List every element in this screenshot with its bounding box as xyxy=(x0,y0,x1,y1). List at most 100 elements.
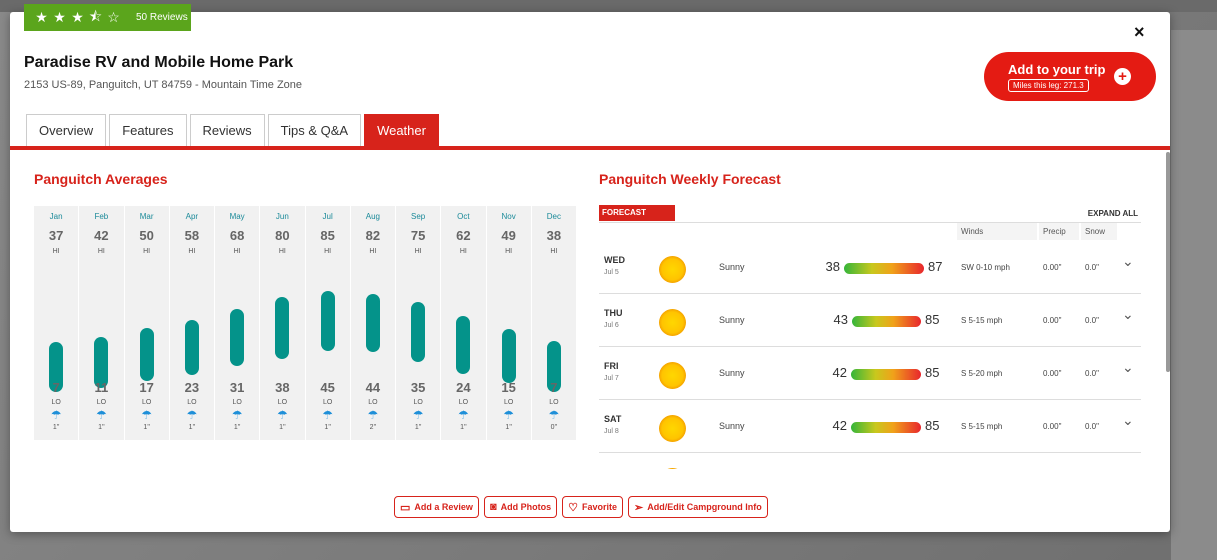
month-high: 80 xyxy=(275,228,290,243)
month-name: Jan xyxy=(49,212,63,221)
forecast-low: 43 xyxy=(833,312,848,327)
forecast-row[interactable]: THU Jul 6 Sunny 43 85 S 5-15 mph 0.00" 0.0" ⌄ xyxy=(599,294,1141,347)
forecast-row[interactable]: SAT Jul 8 Sunny 42 85 S 5-15 mph 0.00" 0.0" ⌄ xyxy=(599,400,1141,453)
col-precip: Precip xyxy=(1039,223,1079,240)
tab-tips-qa[interactable]: Tips & Q&A xyxy=(267,114,362,146)
close-button[interactable]: × xyxy=(1134,22,1145,42)
month-name: Oct xyxy=(457,212,470,221)
forecast-precip: 0.00" xyxy=(1043,422,1062,431)
tab-features[interactable]: Features xyxy=(109,114,187,146)
umbrella-icon: ☂ xyxy=(367,408,379,422)
month-column: Mar 50 HI 17 LO ☂ 1" xyxy=(124,206,170,440)
forecast-day: THU xyxy=(604,308,623,318)
lo-label: LO xyxy=(549,399,559,406)
month-low: 31 xyxy=(229,380,245,395)
monthly-averages: Jan 37 HI 7 LO ☂ 1" Feb 42 HI 11 LO ☂ 1" Mar 50 HI 17 LO ☂ 1… xyxy=(34,206,577,440)
hi-label: HI xyxy=(143,248,151,255)
forecast-wind: S 5-15 mph xyxy=(961,422,1003,431)
plus-icon: + xyxy=(1114,68,1131,85)
send-icon: ➢ xyxy=(633,501,644,514)
month-low: 44 xyxy=(365,380,381,395)
empty-star-icon: ☆ xyxy=(107,9,120,25)
forecast-wind: S 5-20 mph xyxy=(961,369,1003,378)
action-buttons: ▭ Add a Review ◙ Add Photos ♡ Favorite ➢… xyxy=(394,496,768,518)
forecast-row-partial xyxy=(599,453,1141,469)
month-rain: 0" xyxy=(550,424,558,431)
month-column: Dec 38 HI 7 LO ☂ 0" xyxy=(531,206,577,440)
tab-overview[interactable]: Overview xyxy=(26,114,107,146)
forecast-day: WED xyxy=(604,255,625,265)
reviews-count[interactable]: 50 Reviews xyxy=(136,12,188,23)
tab-weather[interactable]: Weather xyxy=(364,114,439,146)
add-review-button[interactable]: ▭ Add a Review xyxy=(394,496,479,518)
hi-label: HI xyxy=(233,248,241,255)
lo-label: LO xyxy=(368,399,378,406)
forecast-high: 87 xyxy=(928,259,943,274)
add-to-trip-button[interactable]: Add to your trip Miles this leg: 271.3 + xyxy=(984,52,1156,101)
favorite-button[interactable]: ♡ Favorite xyxy=(562,496,623,518)
divider xyxy=(599,222,1141,223)
add-to-trip-label: Add to your trip xyxy=(1008,62,1106,77)
month-low: 45 xyxy=(320,380,335,395)
chevron-down-icon[interactable]: ⌄ xyxy=(1122,306,1134,322)
forecast-row[interactable]: WED Jul 5 Sunny 38 87 SW 0-10 mph 0.00" 0.0" ⌄ xyxy=(599,241,1141,294)
month-name: Sep xyxy=(411,212,426,221)
umbrella-icon: ☂ xyxy=(412,408,424,422)
month-high: 37 xyxy=(48,228,64,243)
favorite-label: Favorite xyxy=(581,502,617,512)
month-high: 68 xyxy=(229,228,245,243)
lo-label: LO xyxy=(187,399,197,406)
temp-gradient-bar xyxy=(844,263,924,274)
chevron-down-icon[interactable]: ⌄ xyxy=(1122,253,1134,269)
month-column: Feb 42 HI 11 LO ☂ 1" xyxy=(79,206,125,440)
month-name: May xyxy=(229,212,245,221)
month-name: Nov xyxy=(501,212,516,221)
forecast-row[interactable]: FRI Jul 7 Sunny 42 85 S 5-20 mph 0.00" 0.0" ⌄ xyxy=(599,347,1141,400)
sunny-icon xyxy=(659,362,686,389)
averages-title: Panguitch Averages xyxy=(34,171,168,187)
temp-range-bar xyxy=(275,297,290,359)
miles-this-leg: Miles this leg: 271.3 xyxy=(1008,79,1089,92)
umbrella-icon: ☂ xyxy=(276,408,288,422)
umbrella-icon: ☂ xyxy=(322,408,333,422)
forecast-header: FORECAST xyxy=(599,205,675,221)
chevron-down-icon[interactable]: ⌄ xyxy=(1122,412,1134,428)
background-toolbar xyxy=(0,0,1217,12)
temp-range-bar xyxy=(94,337,109,388)
forecast-title: Panguitch Weekly Forecast xyxy=(599,171,781,187)
month-rain: 1" xyxy=(279,424,286,431)
chevron-down-icon[interactable]: ⌄ xyxy=(1122,359,1134,375)
forecast-low: 42 xyxy=(832,365,847,380)
umbrella-icon: ☂ xyxy=(503,408,514,422)
edit-campground-info-button[interactable]: ➢ Add/Edit Campground Info xyxy=(627,496,768,518)
temp-range-bar xyxy=(365,294,380,352)
month-column: Jan 37 HI 7 LO ☂ 1" xyxy=(34,206,80,440)
temp-range-bar xyxy=(320,291,335,351)
month-rain: 1" xyxy=(505,424,512,431)
month-name: Jul xyxy=(322,212,333,221)
month-low: 7 xyxy=(52,380,60,395)
forecast-high: 85 xyxy=(925,312,940,327)
month-name: Mar xyxy=(139,212,154,221)
temp-range-bar xyxy=(501,329,516,383)
month-column: May 68 HI 31 LO ☂ 1" xyxy=(215,206,261,440)
forecast-condition: Sunny xyxy=(719,315,745,325)
month-rain: 1" xyxy=(52,424,60,431)
star-icon: ★ xyxy=(35,9,48,25)
month-name: Dec xyxy=(546,212,561,221)
month-column: Apr 58 HI 23 LO ☂ 1" xyxy=(169,206,215,440)
forecast-day: SAT xyxy=(604,414,622,424)
tab-reviews[interactable]: Reviews xyxy=(189,114,265,146)
add-review-label: Add a Review xyxy=(414,502,473,512)
umbrella-icon: ☂ xyxy=(548,408,560,422)
add-photos-button[interactable]: ◙ Add Photos xyxy=(483,496,558,518)
temp-range-bar xyxy=(49,342,64,392)
scrollbar[interactable] xyxy=(1166,152,1170,372)
star-icon: ★ xyxy=(53,9,66,25)
forecast-snow: 0.0" xyxy=(1085,263,1099,272)
expand-all-link[interactable]: EXPAND ALL xyxy=(1087,209,1138,218)
month-rain: 2" xyxy=(369,424,377,431)
review-icon: ▭ xyxy=(400,501,411,514)
half-star-icon: ⯪ xyxy=(88,7,103,24)
hi-label: HI xyxy=(324,248,332,255)
